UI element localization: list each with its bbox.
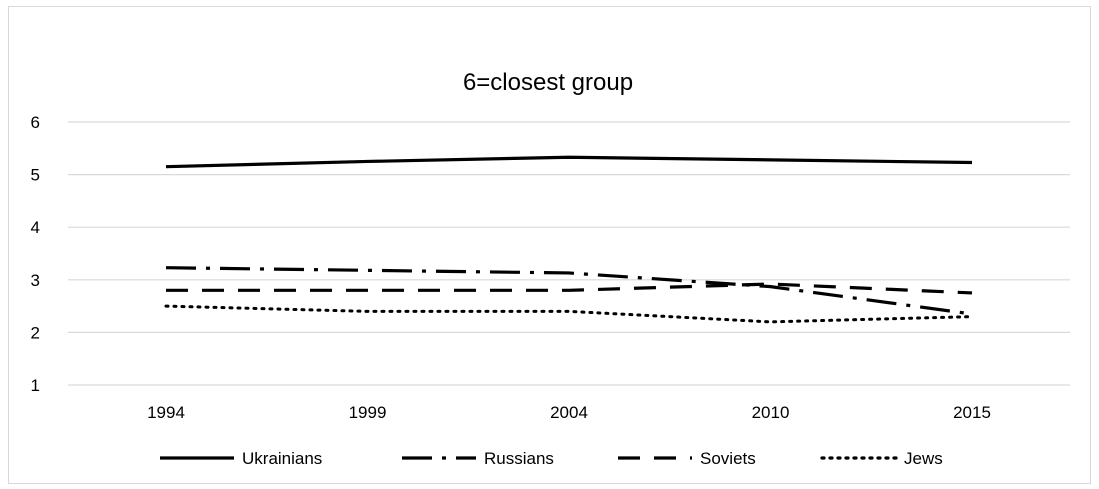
legend: Ukrainians Russians Soviets Jews — [160, 449, 943, 468]
x-tick-label: 1994 — [147, 403, 185, 422]
series-line-soviets — [166, 282, 973, 295]
series-line-ukrainians — [165, 155, 973, 169]
y-tick-label: 5 — [31, 166, 40, 185]
y-tick-label: 1 — [31, 376, 40, 395]
legend-label-ukrainians: Ukrainians — [242, 449, 322, 468]
y-axis: 1 2 3 4 5 6 — [31, 113, 40, 395]
legend-label-russians: Russians — [484, 449, 554, 468]
y-tick-label: 2 — [31, 323, 40, 342]
series-line-jews — [164, 304, 974, 324]
x-axis: 1994 1999 2004 2010 2015 — [147, 403, 991, 422]
series-lines — [164, 155, 974, 324]
y-tick-label: 3 — [31, 271, 40, 290]
legend-label-soviets: Soviets — [700, 449, 756, 468]
chart-area — [8, 6, 1091, 484]
y-tick-label: 6 — [31, 113, 40, 132]
legend-label-jews: Jews — [904, 449, 943, 468]
x-tick-label: 2004 — [550, 403, 588, 422]
x-tick-label: 1999 — [349, 403, 387, 422]
y-tick-label: 4 — [31, 218, 40, 237]
x-tick-label: 2010 — [752, 403, 790, 422]
series-line-russians — [165, 266, 973, 316]
gridlines — [68, 121, 1070, 386]
chart-title: 6=closest group — [463, 69, 633, 96]
x-tick-label: 2015 — [953, 403, 991, 422]
